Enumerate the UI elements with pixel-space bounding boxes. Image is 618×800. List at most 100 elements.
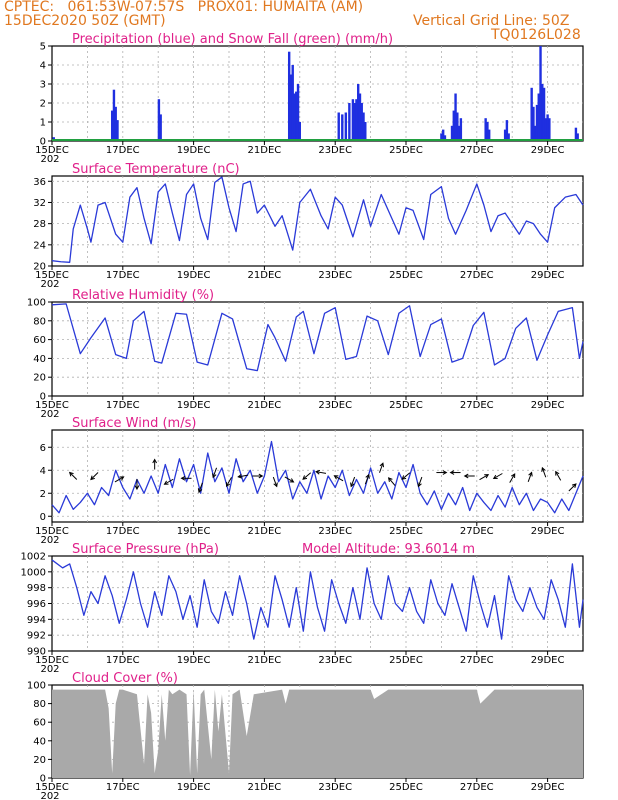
precip-bar <box>539 46 542 141</box>
wind-wind-arrowhead <box>442 470 448 475</box>
wind-wind-arrowhead <box>387 477 393 482</box>
wind-wind-arrowhead <box>258 473 264 479</box>
wind-wind-arrow <box>568 483 577 492</box>
wind-wind-arrow <box>509 473 516 483</box>
precip-bar <box>360 103 363 141</box>
wind-wind-arrowhead <box>463 473 469 479</box>
cloud-ytick-label: 80 <box>33 699 46 710</box>
temp-ytick-label: 24 <box>33 240 46 251</box>
temp-xtick-label: 21DEC <box>248 270 282 281</box>
precip-ytick-label: 1 <box>40 118 46 129</box>
precip-ytick-label: 4 <box>40 61 46 72</box>
wind-wind-arrowhead <box>379 462 385 468</box>
wind-wind-arrowhead <box>449 470 455 475</box>
precip-bar <box>452 110 455 141</box>
rh-ytick-label: 100 <box>27 298 46 309</box>
precip-bar <box>112 89 116 141</box>
wind-wind-arrow <box>417 476 423 487</box>
rh-xtick-label: 29DEC <box>531 400 565 411</box>
precip-bar <box>457 125 461 141</box>
precip-bar <box>507 133 510 141</box>
precip-bar <box>532 106 535 141</box>
wind-wind-arrow <box>238 474 249 478</box>
pres-ytick-label: 996 <box>27 599 46 610</box>
wind-wind-arrowhead <box>180 475 186 481</box>
pres-annotation: Model Altitude: 93.6014 m <box>302 542 475 557</box>
precip-xtick-label: 21DEC <box>248 145 282 156</box>
cloud-xtick-label: 15DEC <box>35 782 69 793</box>
wind-wind-arrow <box>527 472 533 483</box>
pres-xtick-label: 25DEC <box>389 655 423 666</box>
precip-bar <box>456 112 459 141</box>
precip-bar <box>454 93 457 141</box>
wind-wind-arrowhead <box>365 473 370 479</box>
precip-bar <box>110 110 114 141</box>
precip-bar <box>289 74 293 141</box>
wind-wind-arrow <box>364 474 370 485</box>
wind-wind-arrow <box>284 476 294 483</box>
temp-xtick-label: 17DEC <box>106 270 140 281</box>
rh-xtick-label: 25DEC <box>389 400 423 411</box>
wind-ytick-label: 0 <box>40 512 46 523</box>
wind-wind-arrowhead <box>152 458 158 464</box>
precip-xtick-label: 25DEC <box>389 145 423 156</box>
precip-ytick-label: 3 <box>40 80 46 91</box>
pres-xtick-label: 17DEC <box>106 655 140 666</box>
pres-xtick-label: 23DEC <box>318 655 352 666</box>
rh-year-label: 202 <box>40 409 59 420</box>
wind-xtick-label: 29DEC <box>531 526 565 537</box>
wind-ytick-label: 2 <box>40 489 46 500</box>
wind-wind-arrow <box>316 471 327 474</box>
pres-ytick-label: 1000 <box>21 567 46 578</box>
cloud-ytick-label: 60 <box>33 718 46 729</box>
wind-wind-arrowhead <box>401 475 407 480</box>
pres-series-line <box>51 559 584 640</box>
wind-wind-arrowhead <box>350 482 355 488</box>
precip-bar <box>295 91 298 141</box>
precip-bar <box>440 133 443 141</box>
wind-xtick-label: 21DEC <box>248 526 282 537</box>
rh-title: Relative Humidity (%) <box>72 288 214 303</box>
cloud-xtick-label: 19DEC <box>177 782 211 793</box>
wind-wind-arrowhead <box>237 473 243 479</box>
wind-year-label: 202 <box>40 535 59 546</box>
rh-xtick-label: 17DEC <box>106 400 140 411</box>
precip-ytick-label: 2 <box>40 99 46 110</box>
wind-wind-arrow <box>555 471 562 481</box>
precip-bar <box>296 84 300 141</box>
pres-xtick-label: 29DEC <box>531 655 565 666</box>
precip-bar <box>576 133 579 141</box>
wind-series-line <box>51 440 584 514</box>
cloud-title: Cloud Cover (%) <box>72 671 178 686</box>
precip-xtick-label: 23DEC <box>318 145 352 156</box>
wind-wind-arrowhead <box>555 470 560 476</box>
precip-bar <box>450 125 454 141</box>
precip-bar <box>114 106 117 141</box>
cloud-area <box>52 689 583 778</box>
precip-bar <box>503 129 507 141</box>
precip-xtick-label: 17DEC <box>106 145 140 156</box>
temp-ytick-label: 20 <box>33 262 46 273</box>
wind-wind-arrow <box>379 463 384 473</box>
precip-bar <box>542 87 546 141</box>
precip-bar <box>157 99 161 141</box>
wind-ytick-label: 6 <box>40 443 46 454</box>
wind-wind-arrowhead <box>511 473 516 478</box>
pres-ytick-label: 998 <box>27 583 46 594</box>
wind-wind-arrowhead <box>302 475 308 480</box>
wind-wind-arrow <box>164 478 174 485</box>
rh-xtick-label: 27DEC <box>460 400 494 411</box>
wind-xtick-label: 27DEC <box>460 526 494 537</box>
rh-ytick-label: 60 <box>33 335 46 346</box>
wind-xtick-label: 25DEC <box>389 526 423 537</box>
precip-xtick-label: 27DEC <box>460 145 494 156</box>
cloud-ytick-label: 20 <box>33 755 46 766</box>
temp-ytick-label: 36 <box>33 177 46 188</box>
precip-year-label: 202 <box>40 154 59 165</box>
pres-ytick-label: 994 <box>27 615 46 626</box>
precip-bar <box>348 103 351 141</box>
wind-wind-arrow <box>212 467 218 478</box>
wind-wind-arrowhead <box>119 476 125 481</box>
wind-wind-arrow <box>388 477 396 486</box>
